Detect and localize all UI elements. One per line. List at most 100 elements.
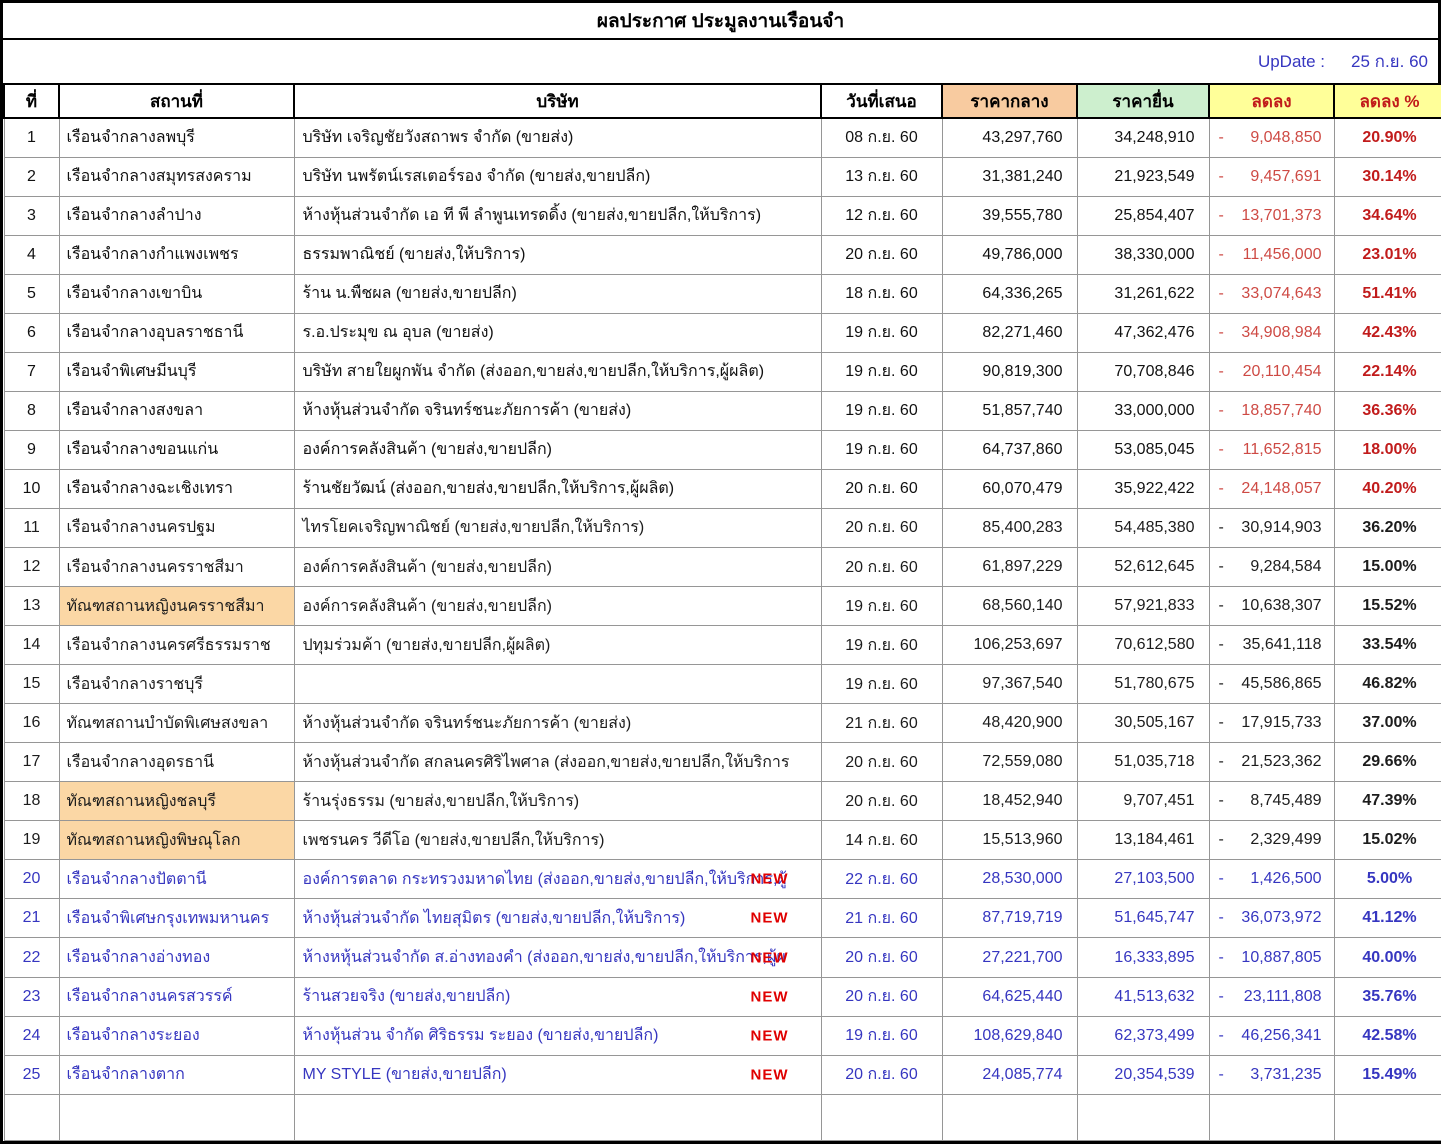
decrease-cell: - 9,048,850 [1208,117,1335,158]
bid-price-cell [1076,1093,1210,1142]
decrease-cell: -20,110,454 [1208,351,1335,392]
table-row: 14 เรือนจำกลางนครศรีธรรมราช ปทุมร่วมค้า (ข… [3,625,1441,666]
location-cell: เรือนจำพิเศษมีนบุรี [58,351,295,392]
date-cell: 20 ก.ย. 60 [820,937,943,978]
bid-price-cell: 30,505,167 [1076,703,1210,744]
date-cell: 21 ก.ย. 60 [820,703,943,744]
decrease-pct-cell: 35.76% [1333,976,1441,1017]
row-number-cell: 19 [3,820,60,861]
company-cell: ร้านชัยวัฒน์ (ส่งออก,ขายส่ง,ขายปลีก,ให้บ… [293,468,822,509]
company-name: ธรรมพาณิชย์ (ขายส่ง,ให้บริการ) [302,246,526,264]
decrease-cell: -34,908,984 [1208,312,1335,353]
table-row: 24 เรือนจำกลางระยอง ห้างหุ้นส่วน จำกัด ศิร… [3,1015,1441,1056]
location-cell: ทัณฑสถานหญิงชลบุรี [58,781,295,822]
bid-price-cell: 41,513,632 [1076,976,1210,1017]
date-cell: 20 ก.ย. 60 [820,976,943,1017]
company-cell: องค์การคลังสินค้า (ขายส่ง,ขายปลีก) [293,429,822,470]
decrease-cell: -18,857,740 [1208,390,1335,431]
bid-price-cell: 47,362,476 [1076,312,1210,353]
company-cell: เพชรนคร วีดีโอ (ขายส่ง,ขายปลีก,ให้บริการ… [293,820,822,861]
location-cell: เรือนจำกลางอุบลราชธานี [58,312,295,353]
table-row: 10 เรือนจำกลางฉะเชิงเทรา ร้านชัยวัฒน์ (ส่ง… [3,468,1441,509]
location-cell: เรือนจำกลางตาก [58,1054,295,1095]
mid-price-cell: 64,625,440 [941,976,1078,1017]
bid-price-cell: 70,708,846 [1076,351,1210,392]
minus-sign: - [1218,1026,1224,1044]
decrease-value: 3,731,235 [1250,1065,1322,1083]
decrease-pct-cell: 30.14% [1333,156,1441,197]
date-cell: 20 ก.ย. 60 [820,468,943,509]
company-cell: ไทรโยคเจริญพาณิชย์ (ขายส่ง,ขายปลีก,ให้บร… [293,507,822,549]
decrease-pct-cell: 5.00% [1333,859,1441,900]
minus-sign: - [1218,284,1224,302]
company-name: องค์การคลังสินค้า (ขายส่ง,ขายปลีก) [302,597,552,615]
table-row: 19 ทัณฑสถานหญิงพิษณุโลก เพชรนคร วีดีโอ (ขา… [3,820,1441,861]
company-name: ห้างหุ้นส่วน จำกัด ศิริธรรม ระยอง (ขายส่… [302,1027,659,1045]
decrease-cell: -11,456,000 [1208,234,1335,275]
company-name: ร้านรุ่งธรรม (ขายส่ง,ขายปลีก,ให้บริการ) [302,792,580,810]
minus-sign: - [1218,987,1224,1005]
decrease-value: 18,857,740 [1241,401,1322,419]
decrease-pct-cell: 42.43% [1333,312,1441,353]
decrease-cell: -13,701,373 [1208,195,1335,236]
table-row: 25 เรือนจำกลางตาก MY STYLE (ขายส่ง,ขายปลีก… [3,1054,1441,1095]
date-cell: 20 ก.ย. 60 [820,1054,943,1095]
update-line: UpDate : 25 ก.ย. 60 [3,40,1438,83]
decrease-pct-cell: 22.14% [1333,351,1441,392]
minus-sign: - [1218,636,1224,654]
mid-price-cell: 39,555,780 [941,195,1078,236]
mid-price-cell: 90,819,300 [941,351,1078,392]
row-number-cell: 5 [3,273,60,314]
company-name: ห้างหุ้นส่วนจำกัด เอ ที พี ลำพูนเทรดดิ้ง… [302,207,762,225]
table-row: 18 ทัณฑสถานหญิงชลบุรี ร้านรุ่งธรรม (ขายส่ง… [3,781,1441,822]
date-cell: 18 ก.ย. 60 [820,273,943,314]
row-number-cell: 10 [3,468,60,509]
minus-sign: - [1218,1065,1224,1083]
decrease-cell: -33,074,643 [1208,273,1335,314]
col-company-header: บริษัท [293,83,822,119]
table-row: 11 เรือนจำกลางนครปฐม ไทรโยคเจริญพาณิชย์ (ข… [3,507,1441,549]
minus-sign: - [1218,909,1224,927]
table-row: 4 เรือนจำกลางกำแพงเพชร ธรรมพาณิชย์ (ขายส่ง… [3,234,1441,275]
location-cell: เรือนจำกลางกำแพงเพชร [58,234,295,275]
decrease-pct-cell: 40.00% [1333,937,1441,978]
bid-price-cell: 38,330,000 [1076,234,1210,275]
table-row: 15 เรือนจำกลางราชบุรี 19 ก.ย. 60 97,367,540… [3,664,1441,705]
decrease-pct-cell: 47.39% [1333,781,1441,822]
location-cell: เรือนจำกลางขอนแก่น [58,429,295,470]
bid-price-cell: 13,184,461 [1076,820,1210,861]
location-cell: เรือนจำพิเศษกรุงเทพมหานคร [58,898,295,939]
date-cell: 19 ก.ย. 60 [820,429,943,470]
company-cell: ห้างหุ้นส่วนจำกัด เอ ที พี ลำพูนเทรดดิ้ง… [293,195,822,236]
decrease-cell: -45,586,865 [1208,664,1335,705]
mid-price-cell: 61,897,229 [941,547,1078,588]
row-number-cell: 12 [3,547,60,588]
company-name: ไทรโยคเจริญพาณิชย์ (ขายส่ง,ขายปลีก,ให้บร… [302,519,645,537]
mid-price-cell: 68,560,140 [941,586,1078,627]
bid-price-cell: 20,354,539 [1076,1054,1210,1095]
company-cell: ร้านรุ่งธรรม (ขายส่ง,ขายปลีก,ให้บริการ) [293,781,822,822]
decrease-cell: -17,915,733 [1208,703,1335,744]
mid-price-cell: 51,857,740 [941,390,1078,431]
new-badge: NEW [750,909,789,927]
company-name: ห้างหุ้นส่วนจำกัด จรินทร์ชนะภัยการค้า (ข… [302,714,632,732]
results-table: ที่ สถานที่ บริษัท วันที่เสนอ ราคากลาง ร… [3,83,1441,1142]
company-cell: ปทุมร่วมค้า (ขายส่ง,ขายปลีก,ผู้ผลิต) [293,625,822,666]
location-cell: เรือนจำกลางลพบุรี [58,117,295,158]
row-number-cell: 7 [3,351,60,392]
update-label: UpDate : [1257,51,1326,71]
decrease-value: 23,111,808 [1243,987,1322,1005]
company-name: องค์การคลังสินค้า (ขายส่ง,ขายปลีก) [302,441,552,459]
decrease-pct-cell: 15.00% [1333,547,1441,588]
mid-price-cell: 27,221,700 [941,937,1078,978]
decrease-pct-cell: 37.00% [1333,703,1441,744]
company-name: ห้างหุ้นส่วนจำกัด สกลนครศิริไพศาล (ส่งออ… [302,753,790,771]
bid-price-cell: 16,333,895 [1076,937,1210,978]
decrease-cell: -24,148,057 [1208,468,1335,509]
row-number-cell: 2 [3,156,60,197]
decrease-cell: - 2,329,499 [1208,820,1335,861]
bid-price-cell: 51,035,718 [1076,742,1210,783]
company-cell: ห้างหุ้นส่วนจำกัด จรินทร์ชนะภัยการค้า (ข… [293,703,822,744]
row-number-cell: 24 [3,1015,60,1056]
